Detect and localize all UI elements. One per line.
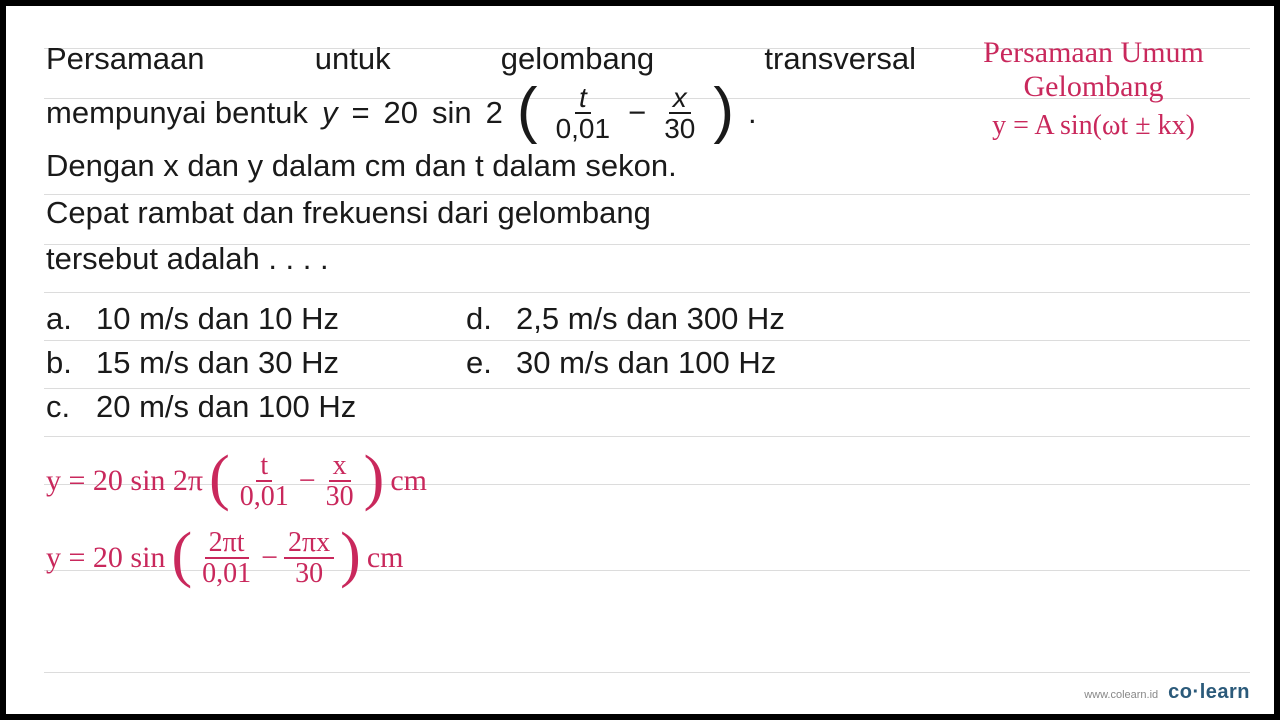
- option-text: 20 m/s dan 100 Hz: [96, 389, 356, 425]
- stem-line: tersebut adalah . . . .: [46, 236, 916, 283]
- frac-den: 0,01: [552, 114, 615, 143]
- option-text: 15 m/s dan 30 Hz: [96, 345, 339, 381]
- formula-title-2: Gelombang: [941, 70, 1246, 104]
- option-e: e. 30 m/s dan 100 Hz: [466, 345, 946, 381]
- stem-equation-line: mempunyai bentuk y = 20 sin 2 ( t 0,01 −…: [46, 83, 916, 144]
- frac-num: t: [575, 83, 591, 114]
- fraction: t 0,01: [236, 451, 293, 512]
- question-block: Persamaan untuk gelombang transversal me…: [46, 36, 916, 596]
- eq-amplitude: 20: [384, 90, 418, 137]
- paren-close-icon: ): [340, 528, 361, 584]
- frac-den: 30: [660, 114, 699, 143]
- option-a: a. 10 m/s dan 10 Hz: [46, 301, 466, 337]
- frac-num: x: [669, 83, 691, 114]
- fraction: 2πt 0,01: [198, 528, 255, 589]
- minus-sign: −: [628, 90, 646, 137]
- minus-sign: −: [299, 464, 316, 498]
- fraction: 2πx 30: [284, 528, 334, 589]
- option-d: d. 2,5 m/s dan 300 Hz: [466, 301, 946, 337]
- paren-open-icon: (: [171, 528, 192, 584]
- work-unit: cm: [390, 464, 427, 498]
- option-label: d.: [466, 301, 496, 337]
- work-line-1: y = 20 sin 2π ( t 0,01 − x 30 ) cm: [46, 443, 916, 520]
- question-stem: Persamaan untuk gelombang transversal me…: [46, 36, 916, 283]
- paren-close-icon: ): [364, 451, 385, 507]
- frac-num: x: [329, 451, 351, 482]
- period: .: [748, 90, 757, 137]
- work-lhs: y = 20 sin 2π: [46, 464, 203, 498]
- stem-line: Dengan x dan y dalam cm dan t dalam seko…: [46, 143, 916, 190]
- frac-den: 30: [291, 559, 327, 588]
- brand-left: co: [1168, 681, 1192, 703]
- brand-right: learn: [1200, 681, 1250, 703]
- fraction: x 30: [660, 83, 699, 144]
- frac-den: 0,01: [198, 559, 255, 588]
- frac-num: 2πt: [205, 528, 249, 559]
- option-text: 30 m/s dan 100 Hz: [516, 345, 776, 381]
- brand-dot: ·: [1193, 681, 1200, 703]
- work-lhs: y = 20 sin: [46, 541, 165, 575]
- option-label: a.: [46, 301, 76, 337]
- footer: www.colearn.id co·learn: [1084, 681, 1250, 704]
- option-label: b.: [46, 345, 76, 381]
- paren-close-icon: ): [713, 83, 734, 139]
- options-grid: a. 10 m/s dan 10 Hz d. 2,5 m/s dan 300 H…: [46, 301, 916, 425]
- option-label: e.: [466, 345, 496, 381]
- eq-coeff: 2: [486, 90, 503, 137]
- stem-word: Persamaan: [46, 36, 205, 83]
- frac-den: 30: [322, 482, 358, 511]
- stem-line: Cepat rambat dan frekuensi dari gelomban…: [46, 190, 916, 237]
- eq-equals: =: [351, 90, 369, 137]
- eq-var-y: y: [322, 90, 338, 137]
- stem-word: transversal: [764, 36, 916, 83]
- brand-logo: co·learn: [1168, 681, 1250, 704]
- work-unit: cm: [367, 541, 404, 575]
- option-label: c.: [46, 389, 76, 425]
- option-c: c. 20 m/s dan 100 Hz: [46, 389, 466, 425]
- stem-word: untuk: [315, 36, 391, 83]
- fraction: x 30: [322, 451, 358, 512]
- paren-open-icon: (: [517, 83, 538, 139]
- formula-panel: Persamaan Umum Gelombang y = A sin(ωt ± …: [941, 36, 1246, 142]
- work-line-2: y = 20 sin ( 2πt 0,01 − 2πx 30 ) cm: [46, 520, 916, 597]
- workings: y = 20 sin 2π ( t 0,01 − x 30 ) cm y = 2…: [46, 443, 916, 597]
- frac-num: t: [256, 451, 272, 482]
- paren-open-icon: (: [209, 451, 230, 507]
- option-text: 2,5 m/s dan 300 Hz: [516, 301, 785, 337]
- option-b: b. 15 m/s dan 30 Hz: [46, 345, 466, 381]
- stem-pre: mempunyai bentuk: [46, 90, 308, 137]
- frac-den: 0,01: [236, 482, 293, 511]
- option-text: 10 m/s dan 10 Hz: [96, 301, 339, 337]
- eq-func: sin: [432, 90, 472, 137]
- minus-sign: −: [261, 541, 278, 575]
- general-wave-formula: y = A sin(ωt ± kx): [941, 110, 1246, 142]
- footer-url: www.colearn.id: [1084, 689, 1158, 701]
- formula-title-1: Persamaan Umum: [941, 36, 1246, 70]
- fraction: t 0,01: [552, 83, 615, 144]
- frac-num: 2πx: [284, 528, 334, 559]
